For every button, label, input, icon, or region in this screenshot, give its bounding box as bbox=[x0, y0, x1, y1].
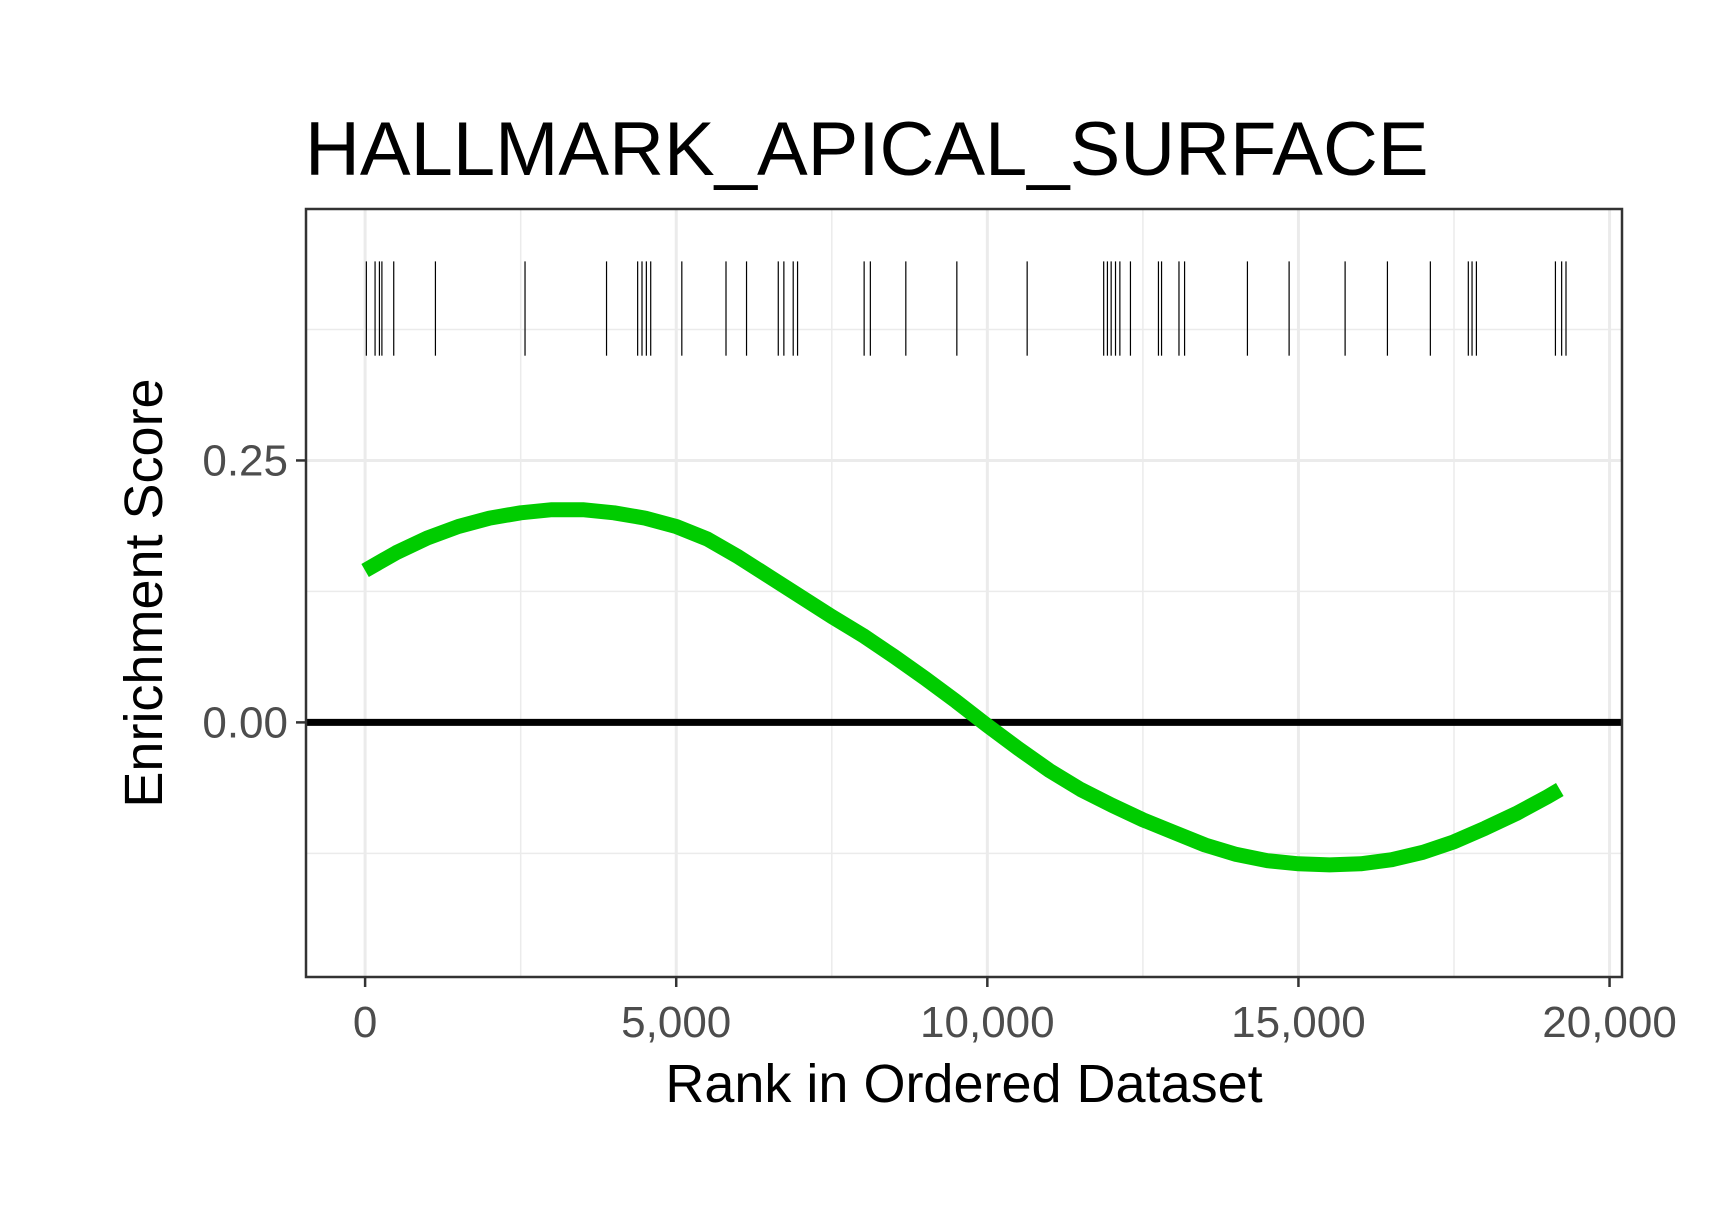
enrichment-curve bbox=[361, 502, 1564, 873]
major-gridlines bbox=[306, 209, 1622, 977]
x-tick-label: 20,000 bbox=[1542, 998, 1677, 1047]
plot-panel bbox=[306, 209, 1622, 977]
y-axis: 0.00 0.25 bbox=[202, 436, 306, 747]
x-tick-label: 15,000 bbox=[1231, 998, 1366, 1047]
y-tick-label: 0.00 bbox=[202, 698, 288, 747]
x-axis: 0 5,000 10,000 15,000 20,000 bbox=[353, 977, 1677, 1047]
panel-border bbox=[304, 207, 1624, 979]
x-tick-label: 5,000 bbox=[621, 998, 731, 1047]
chart-title: HALLMARK_APICAL_SURFACE bbox=[305, 107, 1429, 192]
x-tick-label: 10,000 bbox=[920, 998, 1055, 1047]
minor-gridlines bbox=[306, 209, 1622, 977]
y-tick-label: 0.25 bbox=[202, 436, 288, 485]
x-axis-label: Rank in Ordered Dataset bbox=[665, 1054, 1262, 1114]
y-axis-label: Enrichment Score bbox=[114, 378, 174, 807]
x-tick-label: 0 bbox=[353, 998, 377, 1047]
gene-hit-marks bbox=[365, 261, 1567, 356]
